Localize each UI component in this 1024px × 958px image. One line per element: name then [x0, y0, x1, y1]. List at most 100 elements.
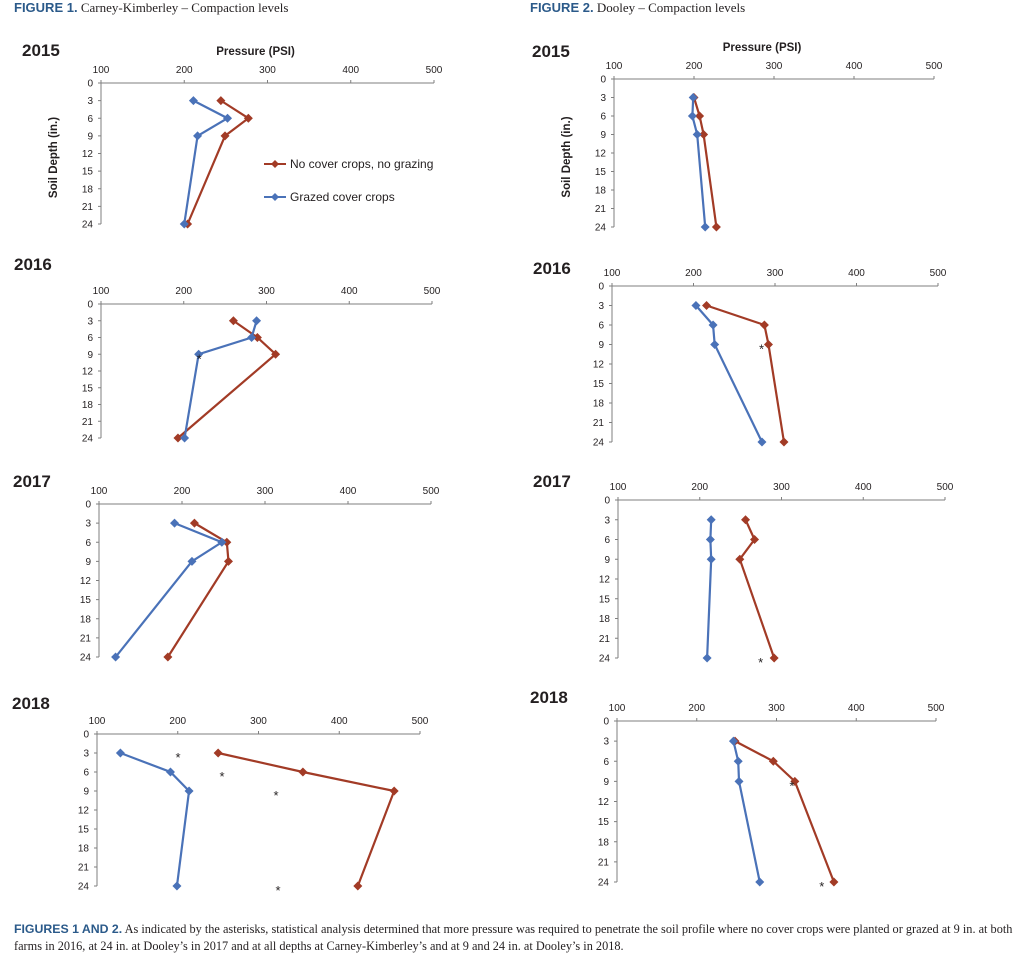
y-tick-label: 12 [593, 360, 605, 371]
x-tick-label: 200 [176, 65, 193, 76]
y-tick-label: 0 [87, 300, 93, 311]
series-line-grazed [120, 751, 191, 887]
caption-label: FIGURES 1 AND 2. [14, 922, 123, 936]
y-tick-label: 12 [78, 806, 90, 817]
figure-1-title-text: Carney-Kimberley – Compaction levels [80, 0, 289, 15]
x-tick-label: 300 [250, 716, 267, 727]
series-line-grazed [695, 304, 763, 443]
x-tick-label: 200 [686, 61, 703, 72]
data-point-grazed [184, 786, 194, 796]
y-tick-label: 15 [82, 383, 94, 394]
legend-label: No cover crops, no grazing [290, 157, 433, 171]
x-tick-label: 400 [341, 286, 358, 297]
y-tick-label: 12 [82, 149, 94, 160]
data-point-no-cover [750, 535, 760, 544]
figure-2-label: FIGURE 2. [530, 0, 594, 15]
chart-panel-1-2017: 2017 100 200 300 400 500 0 3 6 9 12 15 18 21 24 [13, 472, 440, 664]
x-tick-label: 500 [423, 486, 440, 497]
x-tick-label: 400 [855, 482, 872, 493]
series-line-grazed [183, 320, 258, 439]
x-tick-label: 200 [685, 268, 702, 279]
data-point-no-cover [222, 537, 232, 547]
data-point-grazed [172, 881, 182, 891]
y-tick-label: 0 [85, 500, 91, 511]
y-tick-label: 18 [80, 614, 92, 625]
y-tick-label: 9 [603, 777, 609, 788]
data-point-grazed [700, 222, 710, 232]
chart-panel-2-2018: 2018 100 200 300 400 500 0 3 6 9 12 15 18 21 24 * * [530, 688, 945, 894]
data-point-grazed [187, 556, 197, 566]
y-tick-label: 6 [600, 112, 606, 123]
data-point-no-cover [223, 556, 233, 566]
significance-asterisk: * [819, 879, 824, 894]
data-point-grazed [193, 131, 203, 141]
series-line-no-cover [692, 97, 718, 228]
y-tick-label: 21 [598, 857, 610, 868]
data-point-no-cover [699, 130, 709, 139]
x-tick-label: 200 [691, 482, 708, 493]
y-tick-label: 6 [85, 538, 91, 549]
y-tick-label: 21 [595, 204, 607, 215]
data-point-grazed [710, 340, 720, 349]
data-point-no-cover [213, 748, 223, 758]
y-tick-label: 21 [82, 202, 94, 213]
x-tick-label: 500 [412, 716, 429, 727]
data-point-grazed [702, 653, 712, 663]
significance-asterisk: * [273, 788, 278, 803]
y-axis-title: Soil Depth (in.) [561, 116, 573, 197]
x-tick-label: 400 [331, 716, 348, 727]
x-tick-label: 200 [175, 286, 192, 297]
data-point-grazed [115, 748, 125, 758]
y-tick-label: 12 [595, 149, 607, 160]
data-point-no-cover [702, 301, 712, 310]
data-point-no-cover [298, 767, 308, 777]
data-point-no-cover [779, 437, 789, 447]
x-tick-label: 300 [259, 65, 276, 76]
y-tick-label: 9 [598, 340, 604, 351]
data-point-no-cover [189, 518, 199, 528]
y-tick-label: 6 [603, 757, 609, 768]
y-tick-label: 24 [78, 882, 90, 893]
significance-asterisk: * [789, 778, 794, 793]
y-tick-label: 9 [87, 350, 93, 361]
y-tick-label: 3 [87, 316, 93, 327]
y-tick-label: 15 [598, 817, 610, 828]
y-tick-label: 18 [82, 184, 94, 195]
chart-panel-2-2017: 2017 100 200 300 400 500 0 3 6 9 12 15 18 21 24 * [533, 472, 954, 670]
y-tick-label: 3 [600, 93, 606, 104]
figure-2-title: FIGURE 2. Dooley – Compaction levels [530, 0, 745, 16]
data-point-grazed [691, 301, 701, 310]
x-tick-label: 300 [766, 61, 783, 72]
data-point-no-cover [741, 515, 751, 525]
x-tick-label: 100 [606, 61, 623, 72]
chart-year-label: 2015 [532, 42, 570, 61]
y-tick-label: 21 [593, 418, 605, 429]
chart-panel-1-2015: 2015 100 200 300 400 500 0 3 6 9 12 15 18 21 24 Pressur… [22, 41, 443, 231]
y-tick-label: 24 [593, 438, 605, 449]
y-tick-label: 3 [87, 96, 93, 107]
chart-year-label: 2016 [14, 255, 52, 274]
series-line-no-cover [177, 319, 278, 439]
x-tick-label: 500 [928, 703, 945, 714]
series-line-no-cover [706, 304, 786, 443]
y-tick-label: 0 [600, 75, 606, 86]
chart-year-label: 2016 [533, 259, 571, 278]
y-tick-label: 18 [82, 400, 94, 411]
data-point-grazed [194, 349, 204, 359]
series-line-no-cover [166, 522, 230, 658]
data-point-grazed [170, 518, 180, 528]
data-point-grazed [757, 437, 767, 447]
x-tick-label: 200 [169, 716, 186, 727]
data-point-no-cover [735, 554, 745, 564]
data-point-grazed [705, 535, 715, 544]
y-tick-label: 6 [598, 321, 604, 332]
x-tick-label: 200 [174, 486, 191, 497]
y-tick-label: 9 [87, 131, 93, 142]
y-axis-title: Soil Depth (in.) [48, 117, 60, 198]
data-point-grazed [728, 736, 738, 746]
y-tick-label: 6 [604, 535, 610, 546]
data-point-grazed [180, 433, 190, 443]
x-tick-label: 100 [609, 703, 626, 714]
series-line-grazed [114, 522, 225, 658]
